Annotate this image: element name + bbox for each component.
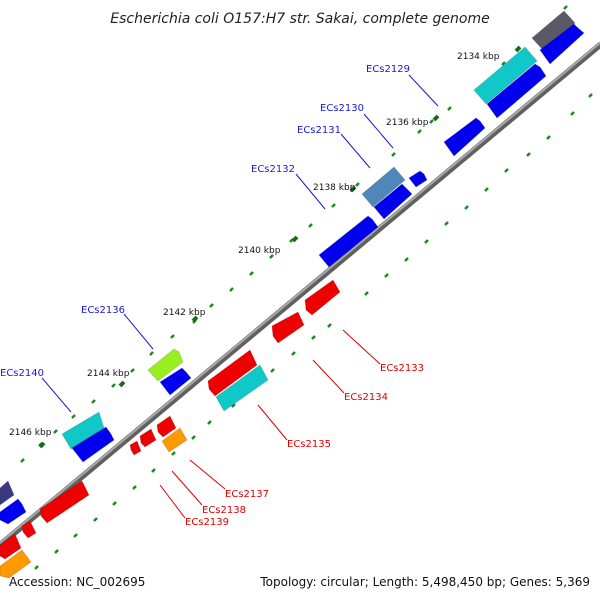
gene-arrow-navy[interactable] bbox=[0, 480, 15, 506]
gene-arrow-ecs2133-red[interactable] bbox=[304, 279, 341, 316]
kbp-ticks bbox=[38, 45, 522, 449]
gene-label-ecs2132[interactable]: ECs2132 bbox=[251, 164, 295, 175]
gene-label-ecs2140[interactable]: ECs2140 bbox=[0, 368, 44, 379]
gene-arrow-ecs2135-red[interactable] bbox=[207, 349, 258, 397]
gene-arrow-red-2[interactable] bbox=[156, 415, 177, 438]
gene-label-ecs2133[interactable]: ECs2133 bbox=[380, 363, 424, 374]
reverse-genes bbox=[0, 279, 341, 579]
gene-arrow-ecs2131-steel[interactable] bbox=[361, 166, 406, 208]
gene-arrow-ecs2134-red[interactable] bbox=[271, 311, 305, 344]
gene-arrow-blue-edge[interactable] bbox=[0, 498, 27, 525]
kbp-label-2134: 2134 kbp bbox=[457, 52, 500, 62]
gene-label-ecs2130[interactable]: ECs2130 bbox=[320, 103, 364, 114]
gene-arrow-gray[interactable] bbox=[531, 10, 576, 51]
genome-summary-text: Topology: circular; Length: 5,498,450 bp… bbox=[259, 575, 590, 589]
label-leader-lines bbox=[41, 74, 439, 519]
gene-arrow-blue-3[interactable] bbox=[373, 183, 413, 220]
kbp-label-2144: 2144 kbp bbox=[87, 369, 130, 379]
gene-arrow-ecs2132-blue[interactable] bbox=[318, 215, 379, 268]
gene-label-ecs2129[interactable]: ECs2129 bbox=[366, 64, 410, 75]
kbp-label-2146: 2146 kbp bbox=[9, 428, 52, 438]
gene-label-ecs2136[interactable]: ECs2136 bbox=[81, 305, 125, 316]
inner-tick-marks bbox=[34, 93, 593, 570]
gene-arrow-ecs2140-cyan[interactable] bbox=[61, 411, 105, 450]
gene-label-ecs2131[interactable]: ECs2131 bbox=[297, 125, 341, 136]
gene-arrow-ecs2137-orange[interactable] bbox=[161, 427, 188, 453]
gene-arrow-blue-4[interactable] bbox=[159, 367, 192, 396]
gene-arrow-blue-5[interactable] bbox=[71, 426, 115, 463]
gene-arrow-ecs2139-red[interactable] bbox=[129, 440, 142, 456]
gene-arrow-red-edge[interactable] bbox=[0, 533, 22, 560]
kbp-labels: 2134 kbp 2136 kbp 2138 kbp 2140 kbp 2142… bbox=[9, 52, 500, 438]
gene-arrow-blue-1[interactable] bbox=[539, 23, 585, 65]
accession-text: Accession: NC_002695 bbox=[9, 575, 145, 589]
gene-label-ecs2139[interactable]: ECs2139 bbox=[185, 517, 229, 528]
outer-tick-marks bbox=[20, 5, 568, 463]
gene-arrow-ecs2136-lime[interactable] bbox=[147, 348, 184, 382]
kbp-label-2136: 2136 kbp bbox=[386, 118, 429, 128]
reverse-gene-labels: ECs2133 ECs2134 ECs2135 ECs2137 ECs2138 … bbox=[185, 363, 424, 528]
forward-genes bbox=[0, 10, 585, 525]
map-title: Escherichia coli O157:H7 str. Sakai, com… bbox=[110, 11, 489, 27]
gene-label-ecs2134[interactable]: ECs2134 bbox=[344, 392, 388, 403]
gene-arrow-red-3[interactable] bbox=[39, 480, 90, 524]
gene-label-ecs2138[interactable]: ECs2138 bbox=[202, 505, 246, 516]
gene-arrow-ecs2129-cyan[interactable] bbox=[473, 46, 538, 105]
gene-arrow-small-blue[interactable] bbox=[408, 170, 428, 188]
kbp-label-2140: 2140 kbp bbox=[238, 246, 281, 256]
kbp-label-2142: 2142 kbp bbox=[163, 308, 206, 318]
gene-arrow-ecs2135-cyan[interactable] bbox=[215, 364, 269, 412]
gene-label-ecs2135[interactable]: ECs2135 bbox=[287, 439, 331, 450]
genome-backbone bbox=[0, 42, 600, 548]
gene-arrow-red-4[interactable] bbox=[21, 520, 37, 539]
kbp-label-2138: 2138 kbp bbox=[313, 183, 356, 193]
forward-gene-labels: ECs2129 ECs2130 ECs2131 ECs2132 ECs2136 … bbox=[0, 64, 410, 379]
gene-arrow-ecs2138-red[interactable] bbox=[139, 428, 157, 448]
gene-arrow-ecs2130-blue[interactable] bbox=[443, 117, 486, 157]
gene-arrow-orange-edge[interactable] bbox=[0, 549, 32, 579]
gene-label-ecs2137[interactable]: ECs2137 bbox=[225, 489, 269, 500]
gene-arrow-blue-2[interactable] bbox=[486, 63, 547, 119]
